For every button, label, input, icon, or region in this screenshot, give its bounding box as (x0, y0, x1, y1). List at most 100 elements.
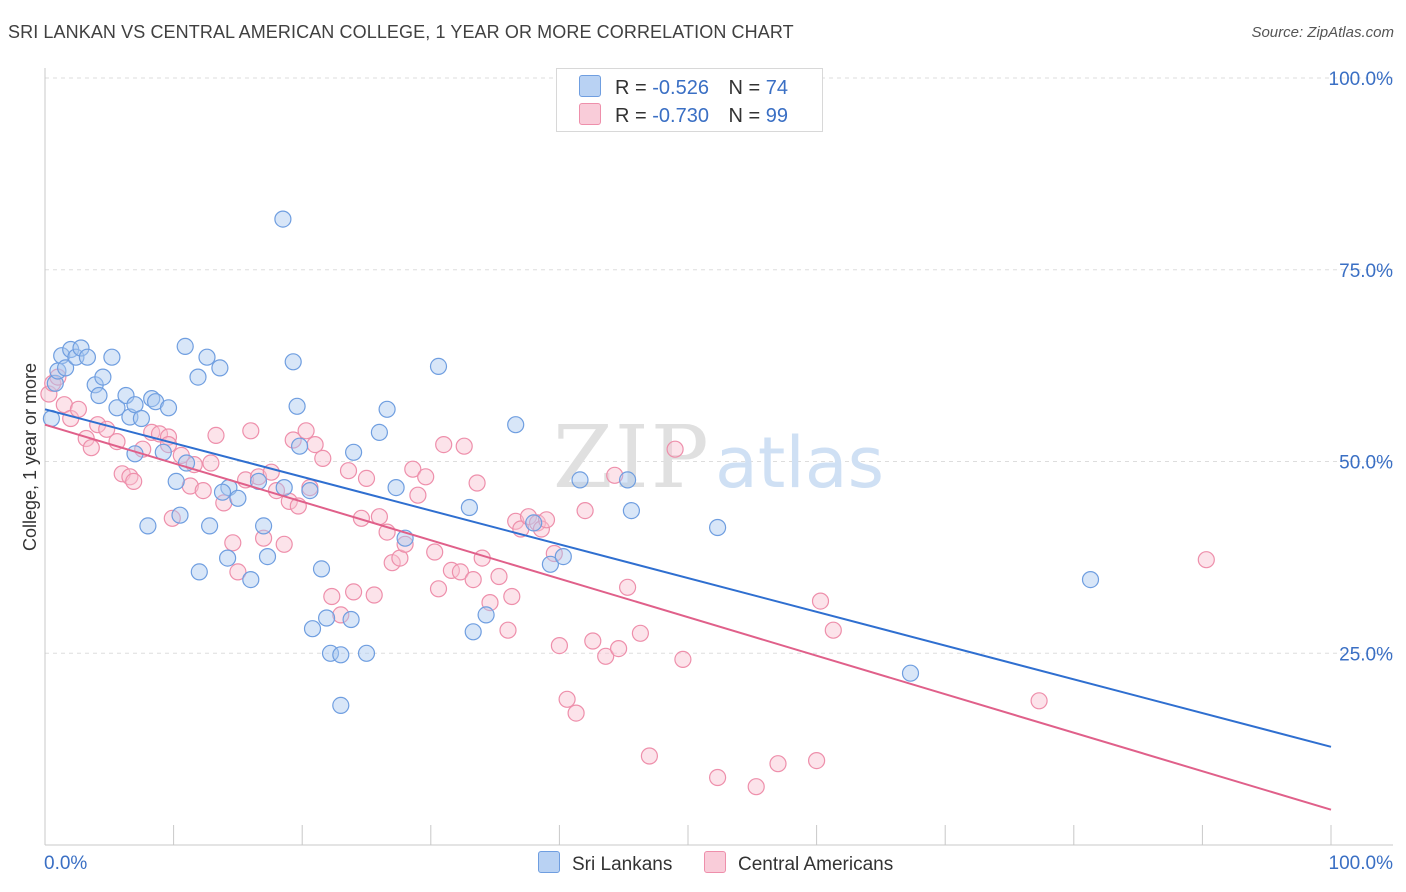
central-american-point (584, 632, 602, 650)
sri-lankan-point (139, 517, 157, 535)
central-american-point (468, 474, 486, 492)
central-american-point (597, 647, 615, 665)
sri-lankan-point (72, 339, 90, 357)
bottom-legend-swatch-pink (704, 851, 726, 873)
sri-lankan-point (78, 348, 97, 366)
legend-r-value: -0.526 (652, 77, 709, 99)
y-axis-label: College, 1 year or more (20, 363, 40, 551)
y-tick-label: 25.0% (1339, 644, 1393, 665)
central-american-point (769, 755, 787, 773)
sri-lankan-point (274, 210, 292, 228)
central-american-point (550, 636, 569, 655)
sri-lankan-point (429, 357, 448, 375)
central-american-point (666, 440, 684, 458)
central-american-point (1197, 551, 1215, 569)
central-american-point (807, 751, 826, 770)
sri-lankan-point (357, 644, 376, 662)
sri-lankan-point (94, 368, 112, 386)
y-tick-label: 100.0% (1329, 69, 1394, 90)
legend-box: R = -0.526 N = 74 R = -0.730 N = 99 (556, 68, 823, 132)
central-american-point (365, 586, 383, 604)
central-american-point (567, 704, 585, 722)
central-american-point (708, 768, 727, 787)
central-american-point (824, 621, 842, 639)
sri-lankan-point (332, 646, 350, 664)
sri-lankan-point (258, 547, 277, 566)
central-american-point (194, 482, 212, 500)
y-tick-label: 75.0% (1339, 261, 1393, 282)
sri-lankan-point (176, 337, 194, 355)
central-american-point (404, 460, 422, 478)
central-american-point (618, 578, 637, 596)
central-american-point (82, 439, 100, 457)
central-american-point (490, 567, 508, 586)
sri-lankan-point (103, 348, 121, 366)
central-american-point (674, 650, 692, 669)
sri-lankan-point (255, 517, 273, 535)
sri-lankan-point (464, 623, 482, 641)
sri-lankan-point (332, 696, 350, 715)
y-tick-labels: 25.0% 50.0% 75.0% 100.0% (1329, 69, 1394, 665)
legend-n-label: N = (728, 105, 761, 127)
axes (44, 68, 1393, 846)
sri-lankan-point (56, 359, 75, 377)
central-american-point (455, 437, 473, 455)
sri-lankan-point (507, 416, 525, 434)
watermark: ZIP atlas (553, 408, 884, 508)
central-american-point (284, 431, 302, 449)
central-american-point (242, 422, 260, 440)
sri-lankan-point (370, 423, 388, 441)
sri-lankan-point (242, 570, 260, 589)
sri-lankan-point (554, 547, 572, 566)
central-american-point (69, 400, 88, 418)
central-american-point (631, 624, 650, 642)
central-american-point (352, 509, 370, 527)
central-american-point (537, 511, 556, 529)
bottom-legend-label: Sri Lankans (572, 854, 673, 875)
legend-n-label: N = (728, 77, 761, 99)
grid-lines (45, 77, 1393, 654)
central-american-point (464, 570, 482, 589)
sri-lankan-point (291, 437, 309, 455)
sri-lankan-point (708, 518, 727, 537)
central-american-point (558, 690, 576, 708)
trend-lines (44, 408, 1332, 811)
sri-lankan-point (477, 606, 495, 624)
sri-lankan-point (275, 479, 293, 497)
central-american-point (229, 563, 247, 581)
central-american-point (545, 544, 563, 563)
central-american-point (357, 469, 376, 487)
sri-lankan-point (387, 479, 405, 497)
central-american-point (332, 606, 350, 624)
legend-row-central-americans: R = -0.730 N = 99 (579, 103, 788, 127)
bottom-legend-swatch-blue (538, 851, 560, 873)
sri-lankan-point (525, 514, 543, 532)
central-american-point (451, 563, 469, 581)
central-american-point (435, 436, 453, 454)
sri-lankan-point (901, 664, 920, 682)
sri-lankan-point (541, 555, 560, 573)
legend-swatch-pink (579, 103, 601, 125)
sri-lankan-point (177, 454, 196, 472)
legend-r-value: -0.730 (652, 105, 709, 127)
legend-n-value: 74 (765, 77, 789, 99)
sri-lankan-point (190, 563, 208, 581)
sri-lankan-point (618, 471, 637, 489)
legend-row-sri-lankans: R = -0.526 N = 74 (579, 75, 788, 99)
sri-lankan-point (90, 386, 108, 405)
sri-lankan-point (288, 397, 306, 415)
chart-title: SRI LANKAN VS CENTRAL AMERICAN COLLEGE, … (8, 22, 794, 42)
sri-lankan-point (378, 400, 396, 418)
sri-lankan-point (303, 620, 322, 638)
central-american-point (207, 426, 225, 444)
sri-lankan-point (622, 502, 641, 520)
central-american-point (275, 535, 293, 553)
central-american-point (429, 580, 448, 598)
sri-lankan-point (159, 399, 178, 417)
sri-lankan-point (312, 560, 331, 578)
sri-lankan-point (1081, 570, 1100, 589)
sri-lankan-point (167, 472, 185, 490)
central-american-point (396, 535, 414, 553)
central-american-point (249, 468, 268, 486)
x-tick-labels: 0.0% 100.0% (44, 853, 1393, 874)
